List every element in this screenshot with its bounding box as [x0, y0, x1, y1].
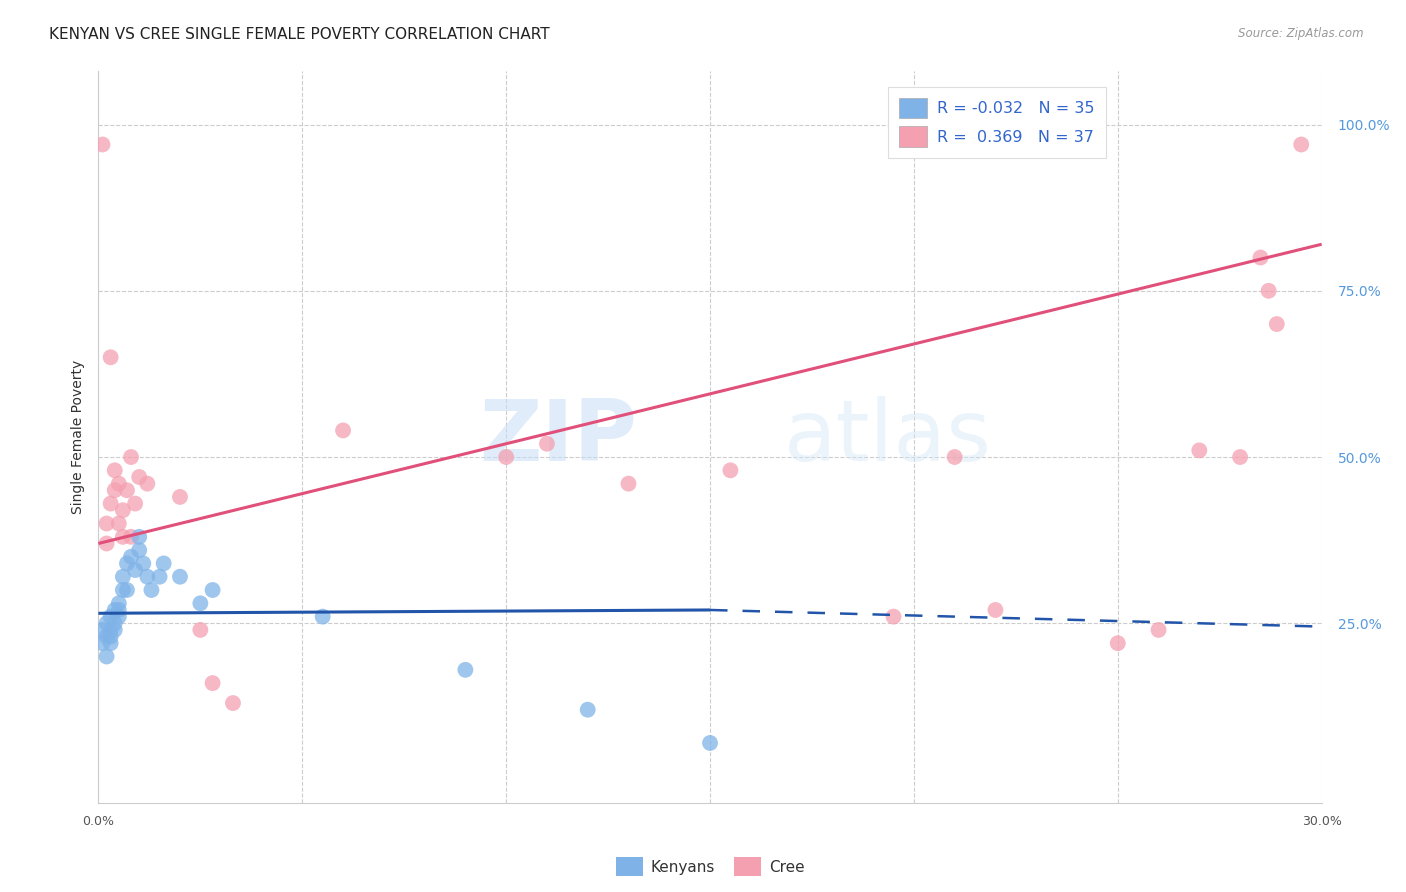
Point [96, 616, 118, 631]
Text: Source: ZipAtlas.com: Source: ZipAtlas.com [1239, 27, 1364, 40]
Point [108, 596, 131, 610]
Point [188, 596, 212, 610]
Point [111, 530, 134, 544]
Point [120, 530, 142, 544]
Point [100, 609, 122, 624]
Point [1291, 137, 1313, 152]
Point [128, 543, 150, 558]
Point [108, 476, 131, 491]
Point [96, 516, 118, 531]
Point [96, 649, 118, 664]
Point [454, 663, 477, 677]
Point [100, 497, 122, 511]
Point [312, 609, 335, 624]
Point [149, 570, 172, 584]
Point [141, 582, 163, 597]
Point [104, 623, 127, 637]
Point [108, 603, 131, 617]
Point [1265, 317, 1288, 331]
Point [1147, 623, 1170, 637]
Point [332, 424, 354, 438]
Point [91, 623, 114, 637]
Legend: Kenyans, Cree: Kenyans, Cree [610, 851, 810, 882]
Point [111, 570, 134, 584]
Text: KENYAN VS CREE SINGLE FEMALE POVERTY CORRELATION CHART: KENYAN VS CREE SINGLE FEMALE POVERTY COR… [49, 27, 550, 42]
Point [1257, 284, 1279, 298]
Point [108, 516, 131, 531]
Point [115, 557, 138, 571]
Point [108, 609, 131, 624]
Point [201, 582, 224, 597]
Point [617, 476, 640, 491]
Point [100, 623, 122, 637]
Point [188, 623, 212, 637]
Point [1188, 443, 1211, 458]
Point [943, 450, 966, 464]
Point [128, 530, 150, 544]
Point [152, 557, 174, 571]
Point [136, 476, 159, 491]
Point [1229, 450, 1251, 464]
Point [169, 570, 191, 584]
Point [100, 636, 122, 650]
Point [984, 603, 1007, 617]
Point [128, 470, 150, 484]
Point [104, 483, 127, 498]
Point [201, 676, 224, 690]
Point [536, 436, 558, 450]
Point [104, 463, 127, 477]
Point [136, 570, 159, 584]
Text: atlas: atlas [783, 395, 991, 479]
Y-axis label: Single Female Poverty: Single Female Poverty [70, 360, 84, 514]
Text: ZIP: ZIP [479, 395, 637, 479]
Point [120, 549, 142, 564]
Point [699, 736, 721, 750]
Point [91, 137, 114, 152]
Point [100, 351, 122, 365]
Point [100, 630, 122, 644]
Point [124, 497, 146, 511]
Point [883, 609, 905, 624]
Point [576, 703, 599, 717]
Point [120, 450, 142, 464]
Point [115, 582, 138, 597]
Point [132, 557, 155, 571]
Point [91, 636, 114, 650]
Point [96, 536, 118, 550]
Point [222, 696, 245, 710]
Point [111, 503, 134, 517]
Point [124, 563, 146, 577]
Point [1107, 636, 1129, 650]
Point [104, 616, 127, 631]
Point [111, 582, 134, 597]
Point [718, 463, 742, 477]
Point [169, 490, 191, 504]
Point [104, 603, 127, 617]
Point [96, 630, 118, 644]
Point [495, 450, 517, 464]
Point [115, 483, 138, 498]
Point [1249, 251, 1271, 265]
